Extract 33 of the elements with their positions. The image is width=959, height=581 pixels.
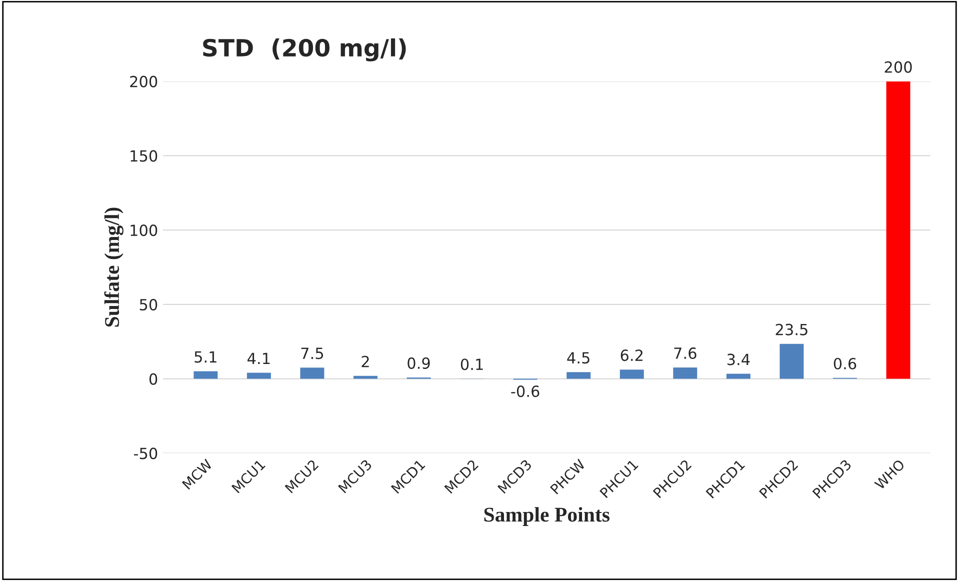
data-label: 23.5 [776,324,808,336]
data-label: 3.4 [727,354,750,366]
bar [620,370,644,379]
y-tick-label: 100 [130,224,158,236]
bar [886,81,910,379]
chart-title: STD (200 mg/l) [203,38,406,62]
data-label: 200 [884,61,912,73]
bar [194,371,218,379]
data-label: 0.6 [834,358,856,370]
bar [780,344,804,379]
x-axis-title: Sample Points [484,507,610,526]
data-label: 5.1 [194,351,216,363]
data-label: 0.1 [460,358,483,370]
y-tick-label: 50 [140,298,158,310]
data-label: 4.1 [248,352,270,364]
data-label: 7.5 [301,348,324,360]
bar [300,368,324,379]
data-label: 4.5 [567,352,590,364]
data-label: -0.6 [511,386,540,398]
bar [246,372,271,379]
y-tick-label: 150 [130,150,158,162]
data-label: 6.2 [620,350,642,362]
y-tick-label: 0 [149,373,158,385]
bar [673,368,698,379]
data-label: 2 [362,356,369,368]
y-tick-label: -50 [134,448,158,460]
data-label: 7.6 [674,347,696,359]
bar [354,376,378,379]
bar [566,372,591,379]
y-axis-title: Sulfate (mg/l) [104,208,124,327]
y-tick-label: 200 [130,76,158,88]
data-label: 0.9 [408,357,430,369]
bar [726,374,750,379]
